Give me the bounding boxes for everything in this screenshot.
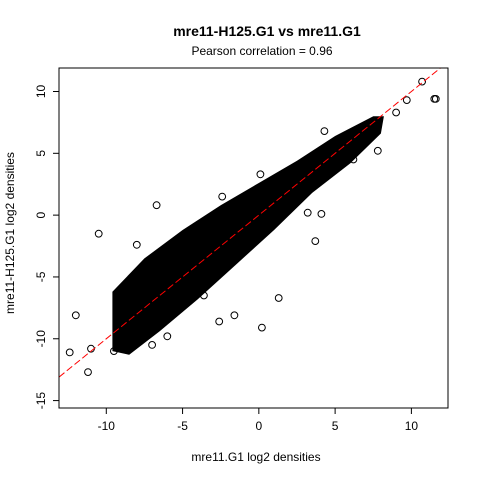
data-point — [218, 192, 227, 201]
data-point — [303, 208, 312, 217]
x-tick-label: 0 — [255, 419, 262, 433]
plot-frame — [58, 67, 449, 409]
dense-point-cloud — [112, 116, 384, 355]
data-point — [256, 170, 265, 179]
x-tick-label: 10 — [405, 419, 419, 433]
data-point — [274, 294, 283, 302]
data-point — [402, 96, 411, 104]
y-tick-label: -15 — [34, 392, 48, 410]
fit-line-layer — [59, 68, 442, 378]
data-point — [65, 348, 74, 357]
data-point — [94, 229, 103, 238]
data-point — [200, 291, 208, 300]
data-point — [215, 317, 224, 326]
data-point — [373, 146, 382, 155]
data-point — [311, 237, 320, 246]
y-tick-label: 10 — [34, 84, 48, 98]
chart-title: mre11-H125.G1 vs mre11.G1 — [173, 23, 361, 39]
data-point — [110, 347, 118, 356]
data-point — [230, 311, 239, 320]
x-tick-label: -5 — [177, 419, 188, 433]
y-tick-label: -5 — [34, 271, 48, 282]
chart-subtitle: Pearson correlation = 0.96 — [191, 44, 332, 58]
data-point — [258, 323, 266, 332]
x-tick-label: 5 — [332, 419, 339, 433]
y-tick-label: 5 — [34, 150, 48, 157]
data-point — [328, 154, 337, 163]
x-tick-label: -10 — [98, 419, 116, 433]
data-point — [349, 155, 358, 164]
y-axis-label: mre11-H125.G1 log2 densities — [3, 152, 17, 314]
data-point — [418, 77, 427, 86]
data-point — [148, 341, 157, 349]
data-points — [65, 77, 440, 377]
plot-area — [112, 116, 384, 355]
y-tick-label: 0 — [34, 211, 48, 218]
data-point — [152, 201, 161, 210]
axes: -10 -5 0 5 10 -15 -10 -5 0 5 10 — [34, 67, 449, 433]
data-point — [431, 95, 440, 103]
data-point — [84, 368, 92, 377]
x-axis-label: mre11.G1 log2 densities — [191, 450, 320, 464]
data-point — [163, 332, 172, 341]
data-point — [132, 240, 141, 249]
data-point — [71, 311, 80, 320]
fit-line — [59, 68, 442, 378]
data-point — [320, 127, 329, 136]
data-point — [392, 108, 401, 117]
y-tick-label: -10 — [34, 330, 48, 348]
data-point — [317, 210, 326, 218]
